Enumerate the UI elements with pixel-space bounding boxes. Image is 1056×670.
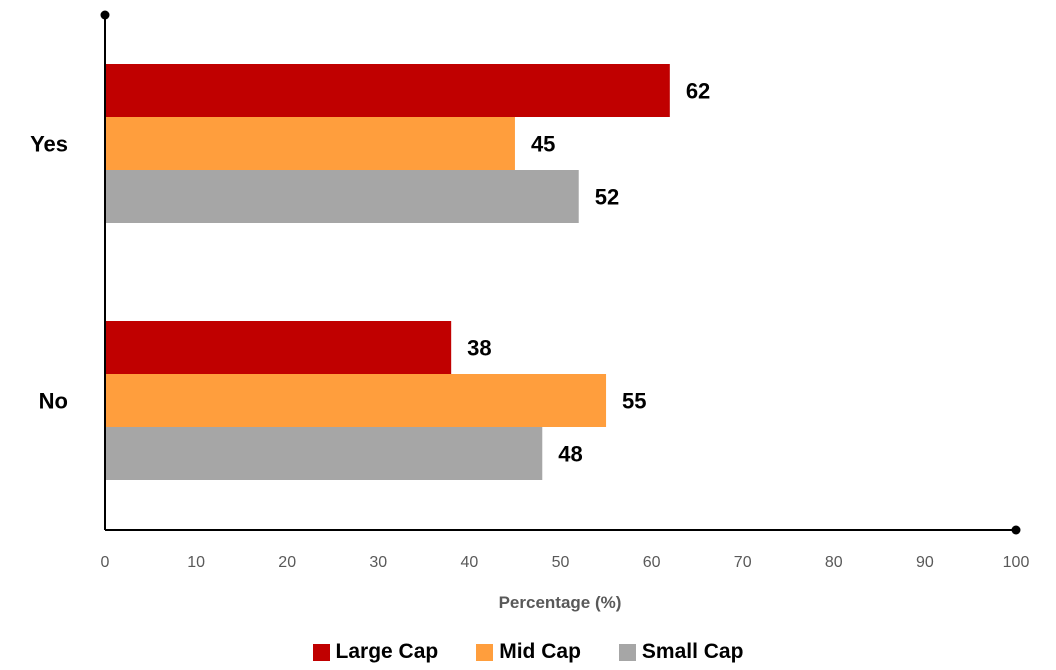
bar-chart: 62 45 52 38 55 48 Yes No 0 10 20 30 40 50 60 70 80 90 10… xyxy=(30,10,1030,612)
bar-yes-small-cap xyxy=(105,170,579,223)
legend: Large Cap Mid Cap Small Cap xyxy=(0,640,1056,664)
bar-no-mid-cap xyxy=(105,374,607,427)
legend-swatch-mid-cap xyxy=(476,643,494,661)
x-tick-label-30: 30 xyxy=(369,554,387,571)
legend-label-large-cap: Large Cap xyxy=(335,640,439,663)
bar-yes-large-cap xyxy=(105,64,670,117)
bar-yes-mid-cap xyxy=(105,117,515,170)
bars-group xyxy=(105,64,670,480)
legend-label-mid-cap: Mid Cap xyxy=(499,640,581,663)
x-tick-label-90: 90 xyxy=(916,554,934,571)
x-tick-label-10: 10 xyxy=(187,554,205,571)
category-label-yes: Yes xyxy=(30,132,68,157)
legend-label-small-cap: Small Cap xyxy=(641,640,744,663)
legend-swatch-small-cap xyxy=(618,643,636,661)
x-tick-label-50: 50 xyxy=(552,554,570,571)
x-tick-label-80: 80 xyxy=(825,554,843,571)
bar-no-small-cap xyxy=(105,427,543,480)
data-label-no-large-cap: 38 xyxy=(467,336,491,361)
data-label-no-small-cap: 48 xyxy=(558,442,582,467)
x-tick-labels-group: 0 10 20 30 40 50 60 70 80 90 100 xyxy=(101,554,1030,571)
x-tick-label-60: 60 xyxy=(643,554,661,571)
data-label-yes-small-cap: 52 xyxy=(595,185,619,210)
axes-group xyxy=(100,10,1021,535)
x-axis-title: Percentage (%) xyxy=(499,593,622,612)
x-axis-end-dot xyxy=(1011,525,1021,535)
y-axis-end-dot xyxy=(100,10,110,20)
legend-item-mid-cap: Mid Cap xyxy=(476,640,581,664)
x-tick-label-40: 40 xyxy=(461,554,479,571)
category-label-no: No xyxy=(39,389,68,414)
x-tick-label-20: 20 xyxy=(278,554,296,571)
legend-item-small-cap: Small Cap xyxy=(618,640,744,664)
data-label-no-mid-cap: 55 xyxy=(622,389,646,414)
data-label-yes-mid-cap: 45 xyxy=(531,132,555,157)
x-tick-label-0: 0 xyxy=(101,554,110,571)
category-labels-group: Yes No xyxy=(30,132,68,414)
legend-item-large-cap: Large Cap xyxy=(312,640,439,664)
x-tick-label-70: 70 xyxy=(734,554,752,571)
legend-swatch-large-cap xyxy=(312,643,330,661)
bar-no-large-cap xyxy=(105,321,452,374)
x-tick-label-100: 100 xyxy=(1003,554,1030,571)
data-label-yes-large-cap: 62 xyxy=(686,79,710,104)
data-labels-group: 62 45 52 38 55 48 xyxy=(467,79,710,467)
